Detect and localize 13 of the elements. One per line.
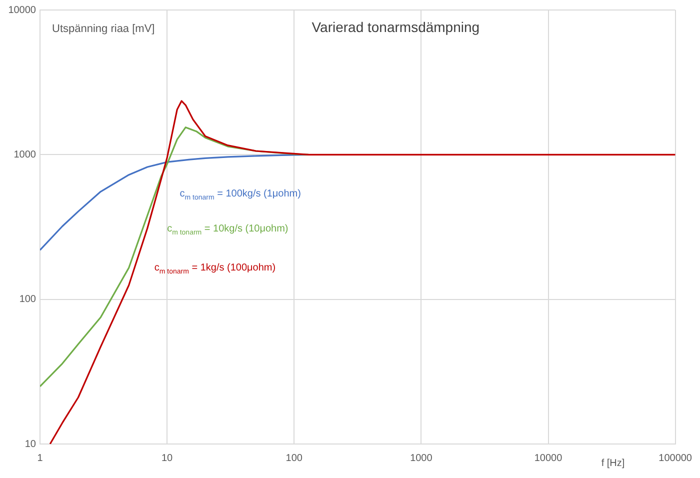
x-tick-label: 100000	[658, 452, 692, 464]
y-tick-label: 10	[24, 438, 36, 450]
y-tick-label: 10000	[8, 4, 36, 16]
x-tick-label: 1	[37, 452, 44, 464]
x-tick-label: 1000	[410, 452, 433, 464]
text: Varierad tonarmsdämpning	[312, 18, 480, 35]
y-tick-label: 100	[19, 294, 36, 306]
x-tick-label: 10000	[534, 452, 563, 464]
y-tick-label: 1000	[14, 149, 36, 160]
x-tick-label: 10	[162, 452, 174, 464]
x-tick-label: 100	[286, 452, 303, 464]
y-axis-title: Utspänning riaa [mV]	[52, 23, 155, 35]
x-axis-title: f [Hz]	[601, 458, 625, 469]
